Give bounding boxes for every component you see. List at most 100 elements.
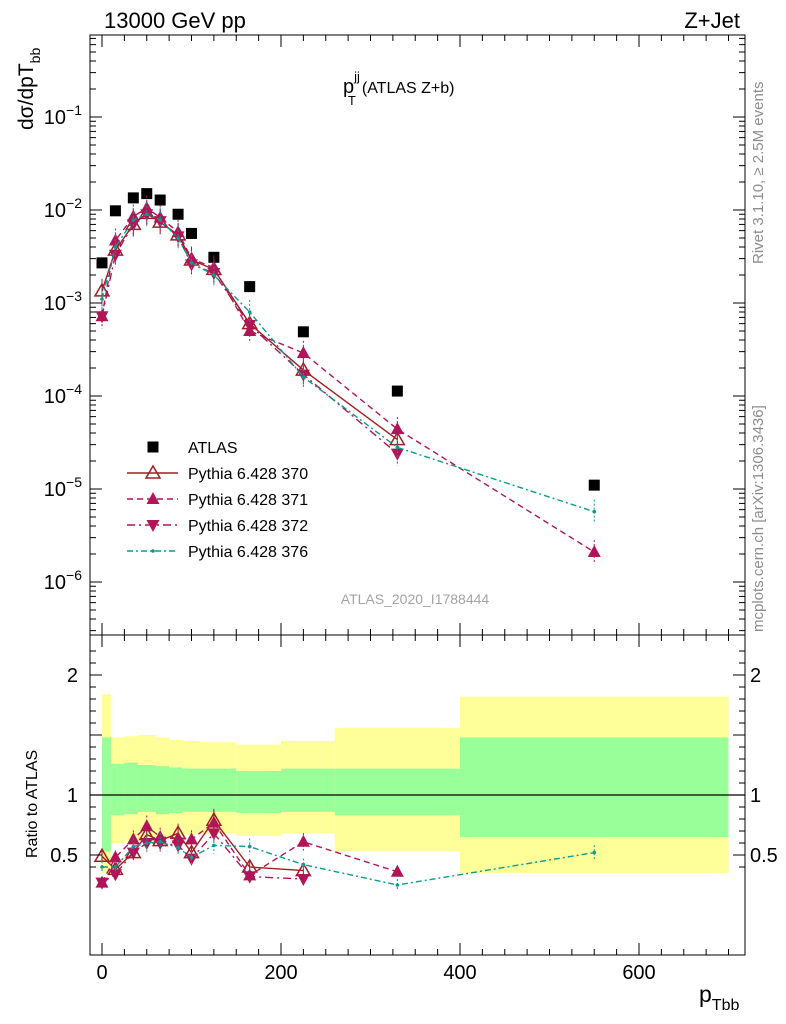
legend-label: Pythia 6.428 376 bbox=[188, 544, 308, 561]
ratio-point-p376 bbox=[144, 841, 149, 845]
ratio-y-tick-label-right: 2 bbox=[750, 665, 761, 687]
data-point-p376 bbox=[212, 273, 216, 277]
ratio-panel: 0.5 0.5 1 1 2 2 0 200 400 600 Ratio to ATLAS pTb… bbox=[24, 634, 778, 1014]
uncertainty-band-inner bbox=[137, 765, 156, 812]
series-line-p376 bbox=[101, 213, 595, 513]
legend-marker bbox=[144, 464, 162, 479]
rivet-version-label: Rivet 3.1.10, ≥ 2.5M events bbox=[750, 82, 767, 265]
ratio-point-p372 bbox=[296, 874, 310, 886]
series-data bbox=[96, 188, 600, 491]
analysis-watermark: ATLAS_2020_I1788444 bbox=[341, 591, 490, 607]
ratio-point-p371 bbox=[140, 819, 154, 832]
data-point-data bbox=[154, 194, 166, 206]
ratio-y-tick-label-left: 2 bbox=[67, 665, 78, 687]
x-tick-label: 200 bbox=[264, 962, 297, 984]
plot-title-tail: (ATLAS Z+b) bbox=[362, 80, 455, 97]
series-p371 bbox=[95, 195, 601, 565]
main-y-axis-label-sub: bb bbox=[27, 48, 43, 64]
ratio-point-p376 bbox=[247, 844, 252, 849]
plot-title-sup: jj bbox=[353, 69, 360, 84]
ratio-point-p371 bbox=[108, 850, 122, 863]
data-point-data bbox=[244, 281, 256, 293]
uncertainty-band-inner bbox=[110, 763, 125, 816]
data-point-data bbox=[588, 479, 600, 491]
data-point-data bbox=[141, 188, 153, 200]
series-p376 bbox=[100, 202, 597, 524]
ratio-point-p376 bbox=[158, 840, 162, 844]
x-axis-label-main: p bbox=[699, 981, 712, 1007]
y-tick-label: 10−2 bbox=[44, 195, 82, 222]
legend-marker bbox=[151, 549, 155, 553]
ratio-point-p376 bbox=[189, 855, 194, 860]
legend-marker bbox=[146, 492, 160, 504]
ratio-point-p372 bbox=[207, 828, 221, 841]
uncertainty-band-inner bbox=[182, 768, 201, 812]
ratio-point-p372 bbox=[108, 869, 122, 882]
data-point-p372 bbox=[185, 259, 198, 272]
data-point-p372 bbox=[390, 448, 404, 461]
uncertainty-band-inner bbox=[124, 762, 138, 815]
ratio-y-tick-labels: 0.5 0.5 1 1 2 2 bbox=[50, 665, 778, 867]
ratio-y-tick-label-left: 1 bbox=[67, 785, 78, 807]
data-point-p376 bbox=[158, 218, 162, 222]
legend-item: Pythia 6.428 376 bbox=[127, 544, 308, 561]
uncertainty-band-inner bbox=[460, 737, 729, 837]
ratio-point-p376 bbox=[100, 865, 104, 869]
main-y-tick-labels: 10−1 10−2 10−3 10−4 10−5 10−6 bbox=[44, 102, 82, 594]
data-point-p376 bbox=[144, 212, 149, 217]
collision-label: 13000 GeV pp bbox=[104, 8, 246, 33]
data-point-p376 bbox=[395, 445, 400, 450]
uncertainty-band-inner bbox=[334, 768, 460, 816]
uncertainty-band-inner bbox=[281, 768, 335, 812]
mcplots-label: mcplots.cern.ch [arXiv:1306.3436] bbox=[750, 405, 767, 632]
ratio-series-p376 bbox=[100, 833, 597, 891]
data-point-data bbox=[172, 208, 184, 220]
legend-marker bbox=[147, 441, 159, 453]
data-point-p376 bbox=[100, 297, 104, 301]
ratio-point-p376 bbox=[212, 843, 216, 848]
data-point-p372 bbox=[95, 311, 109, 324]
legend-item: Pythia 6.428 370 bbox=[127, 464, 308, 483]
ratio-point-p371 bbox=[296, 834, 310, 847]
ratio-y-tick-label-left: 0.5 bbox=[50, 845, 78, 867]
data-point-p376 bbox=[176, 236, 180, 240]
series-p372 bbox=[95, 202, 404, 466]
main-plot-area bbox=[93, 188, 601, 565]
ratio-series-p372 bbox=[95, 823, 310, 890]
main-panel: 10−1 10−2 10−3 10−4 10−5 10−6 pjj T (ATLAS Z+b)… bbox=[15, 34, 746, 955]
ratio-line-p370 bbox=[101, 819, 304, 872]
uncertainty-band-inner bbox=[236, 771, 281, 813]
y-tick-label: 10−5 bbox=[44, 474, 82, 501]
data-point-p376 bbox=[592, 509, 597, 514]
ratio-x-tick-labels: 0 200 400 600 bbox=[96, 962, 655, 984]
ratio-axis-ticks bbox=[90, 650, 745, 868]
uncertainty-band-inner bbox=[169, 767, 183, 813]
data-point-p376 bbox=[113, 245, 118, 249]
data-point-data bbox=[186, 227, 197, 239]
data-point-p372 bbox=[243, 320, 257, 333]
data-point-data bbox=[127, 192, 139, 204]
plot-title: pjj T (ATLAS Z+b) bbox=[343, 69, 454, 108]
legend-item: ATLAS bbox=[147, 440, 238, 457]
data-point-p371 bbox=[587, 545, 601, 558]
ratio-point-p376 bbox=[395, 883, 400, 887]
y-tick-label: 10−1 bbox=[44, 102, 82, 129]
x-tick-label: 600 bbox=[622, 962, 655, 984]
plot-title-sub: T bbox=[348, 93, 356, 108]
ratio-point-p372 bbox=[153, 838, 167, 850]
y-tick-label: 10−3 bbox=[44, 288, 82, 315]
main-y-axis-label: dσ/dpTbb bbox=[15, 48, 43, 130]
main-y-axis-label-main: dσ/dpT bbox=[15, 63, 38, 130]
data-point-p371 bbox=[390, 422, 404, 435]
ratio-point-p371 bbox=[390, 864, 404, 877]
ratio-point-p376 bbox=[592, 850, 597, 855]
data-point-p371 bbox=[296, 345, 310, 358]
x-axis-label: pTbb bbox=[699, 981, 739, 1014]
legend-marker bbox=[146, 520, 160, 532]
ratio-point-p376 bbox=[301, 862, 306, 867]
x-tick-label: 0 bbox=[96, 962, 107, 984]
legend-label: Pythia 6.428 372 bbox=[188, 518, 308, 535]
legend-label: Pythia 6.428 370 bbox=[188, 466, 308, 483]
legend: ATLAS Pythia 6.428 370 Pythia 6.428 371 Pyt… bbox=[127, 440, 308, 561]
